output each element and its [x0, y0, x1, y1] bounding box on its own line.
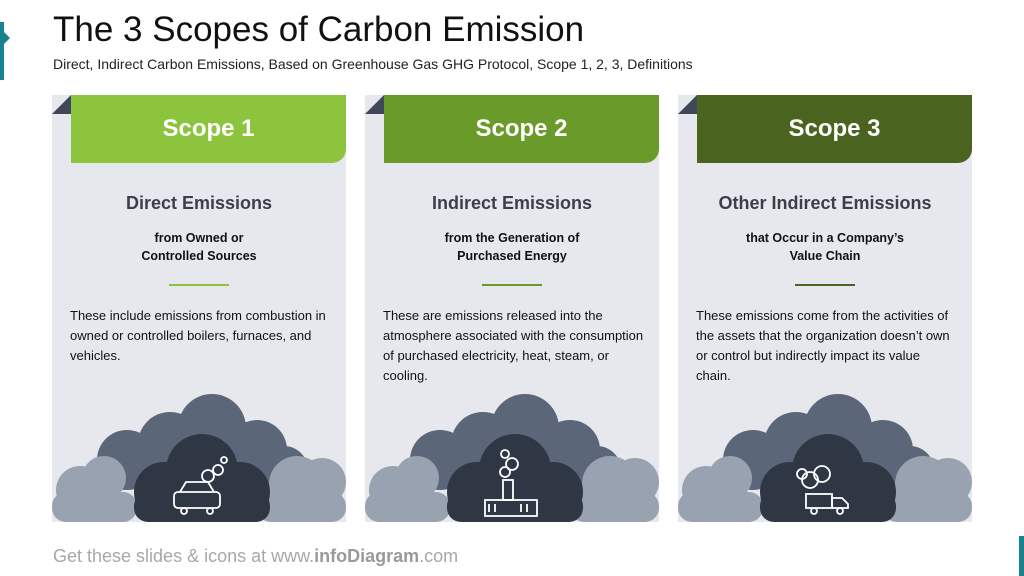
- scope-3-divider: [795, 284, 855, 286]
- scope-2-divider: [482, 284, 542, 286]
- scope-3-tab: Scope 3: [697, 95, 972, 163]
- footer-suffix: .com: [419, 546, 459, 566]
- footer-prefix: Get these slides & icons at www.: [53, 546, 315, 566]
- card-fold: [678, 95, 697, 114]
- scope-2-description: These are emissions released into the at…: [383, 308, 644, 383]
- scope-3-card: Scope 3 Other Indirect Emissions that Oc…: [678, 95, 972, 522]
- card-fold: [52, 95, 71, 114]
- left-accent-bar: [0, 22, 10, 80]
- cloud-cluster: [365, 394, 659, 522]
- scope-1-card: Scope 1 Direct Emissions from Owned or C…: [52, 95, 346, 522]
- truck-smoke-icon: [796, 465, 849, 515]
- factory-smoke-icon: [484, 449, 538, 517]
- scope-2-heading: Indirect Emissions: [431, 193, 593, 213]
- car-exhaust-icon: [173, 456, 228, 515]
- scope-2-card: Scope 2 Indirect Emissions from the Gene…: [365, 95, 659, 522]
- scope-1-heading: Direct Emissions: [125, 193, 273, 213]
- scope-3-heading: Other Indirect Emissions: [718, 193, 932, 213]
- scope-1-description: These include emissions from combustion …: [70, 308, 326, 363]
- cloud-cluster: [52, 394, 346, 522]
- scope-1-subheading: from Owned or Controlled Sources: [141, 231, 257, 263]
- scope-3-subheading: that Occur in a Company’s Value Chain: [746, 231, 904, 263]
- cloud-cluster: [678, 394, 972, 522]
- card-fold: [365, 95, 384, 114]
- scope-2-tab: Scope 2: [384, 95, 659, 163]
- scope-2-subheading: from the Generation of Purchased Energy: [444, 231, 580, 263]
- right-accent-bar: [1019, 536, 1024, 576]
- scope-1-divider: [169, 284, 229, 286]
- scope-1-tab: Scope 1: [71, 95, 346, 163]
- footer-credit[interactable]: Get these slides & icons at www.infoDiag…: [53, 546, 458, 567]
- scope-3-description: These emissions come from the activities…: [696, 308, 950, 383]
- page-subtitle: Direct, Indirect Carbon Emissions, Based…: [53, 56, 693, 72]
- footer-brand: infoDiagram: [314, 546, 420, 566]
- page-title: The 3 Scopes of Carbon Emission: [53, 10, 585, 49]
